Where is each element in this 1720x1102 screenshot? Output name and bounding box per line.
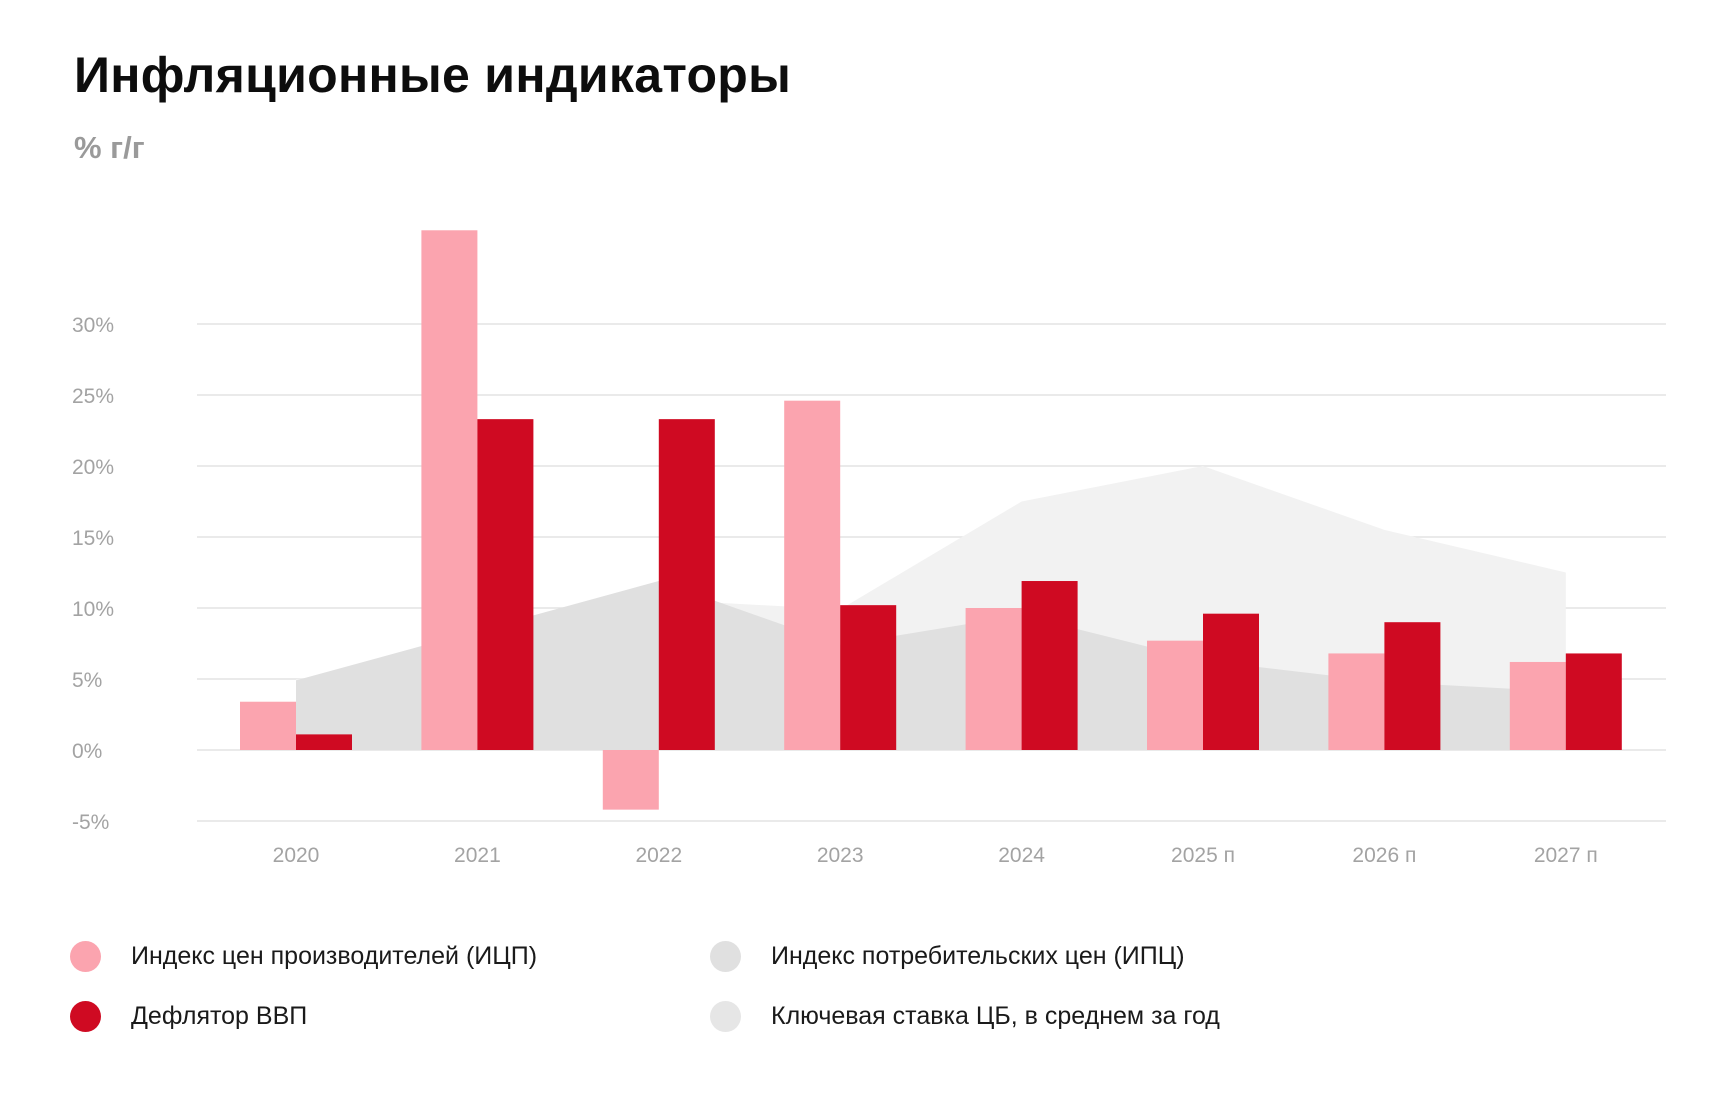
legend-item-producer-price-index: Индекс цен производителей (ИЦП) (70, 936, 537, 976)
legend-item-key-rate: Ключевая ставка ЦБ, в среднем за год (710, 996, 1220, 1036)
ppi-bar-3 (784, 400, 841, 750)
x-tick-label: 2024 (998, 844, 1045, 867)
x-tick-label: 2025 п (1171, 844, 1235, 867)
legend-label-ppi: Индекс цен производителей (ИЦП) (131, 941, 538, 970)
y-tick-label: 20% (72, 456, 114, 479)
gdp-deflator-bar-1 (477, 419, 534, 750)
x-tick-label: 2027 п (1534, 844, 1598, 867)
y-tick-label: 15% (72, 527, 114, 550)
ppi-bar-6 (1328, 653, 1385, 750)
legend-label-gdp-deflator: Дефлятор ВВП (131, 1001, 308, 1030)
gdp-deflator-bar-6 (1384, 622, 1441, 750)
gdp-deflator-bar-4 (1021, 581, 1078, 750)
x-tick-label: 2022 (635, 844, 682, 867)
y-axis-unit-label: % г/г (74, 130, 145, 165)
legend-item-consumer-price-index: Индекс потребительских цен (ИПЦ) (710, 936, 1185, 976)
y-tick-label: 10% (72, 598, 114, 621)
legend-swatch-ppi (70, 940, 101, 972)
y-axis-ticks: 30% 25% 20% 15% 10% 5% 0% -5% (72, 314, 114, 834)
y-tick-label: 0% (72, 740, 102, 763)
ppi-bar-0 (240, 701, 296, 750)
y-tick-label: 5% (72, 669, 102, 692)
x-tick-label: 2026 п (1352, 844, 1416, 867)
gdp-deflator-bar-2 (658, 419, 715, 750)
gdp-deflator-bar-5 (1203, 613, 1259, 750)
legend-item-gdp-deflator: Дефлятор ВВП (70, 996, 307, 1036)
gdp-deflator-bar-7 (1565, 653, 1622, 750)
y-tick-label: -5% (72, 811, 109, 834)
legend-swatch-key-rate (710, 1000, 741, 1032)
ppi-bar-2 (602, 750, 659, 810)
chart-title: Инфляционные индикаторы (74, 47, 792, 103)
x-tick-label: 2021 (454, 844, 501, 867)
legend-label-key-rate: Ключевая ставка ЦБ, в среднем за год (771, 1001, 1220, 1030)
legend-swatch-gdp-deflator (70, 1000, 101, 1032)
ppi-bar-1 (421, 230, 478, 750)
x-tick-label: 2020 (273, 844, 320, 867)
ppi-bar-4 (965, 608, 1022, 750)
gdp-deflator-bar-0 (296, 734, 352, 750)
y-tick-label: 30% (72, 314, 114, 337)
y-tick-label: 25% (72, 385, 114, 408)
legend-swatch-cpi (710, 940, 741, 972)
x-axis-ticks: 2020 2021 2022 2023 2024 2025 п 2026 п 2027 п (273, 844, 1598, 867)
legend-label-cpi: Индекс потребительских цен (ИПЦ) (771, 941, 1185, 970)
ppi-bar-5 (1147, 640, 1203, 750)
gdp-deflator-bar-3 (840, 605, 897, 750)
bar-series (240, 230, 1622, 810)
ppi-bar-7 (1509, 661, 1566, 750)
x-tick-label: 2023 (817, 844, 864, 867)
